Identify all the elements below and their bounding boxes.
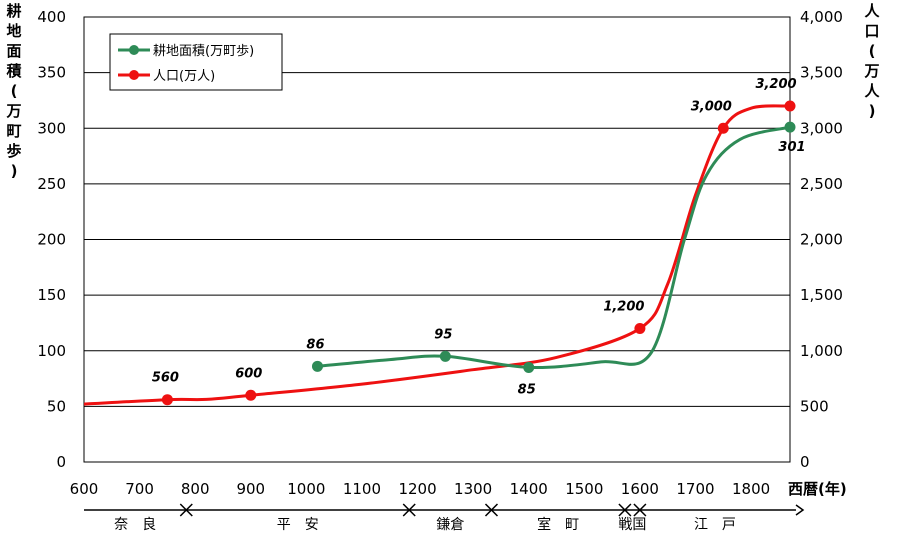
x-tick-label: 1000 — [287, 480, 325, 498]
legend-label-farmland: 耕地面積(万町歩) — [153, 43, 254, 59]
y-left-tick-label: 0 — [56, 453, 66, 471]
y-axis-right: 0 500 1,000 1,500 2,000 2,500 3,000 3,500 4,000 — [800, 8, 843, 471]
axis-title-char: ( — [869, 42, 876, 60]
farmland-data-label: 86 — [306, 337, 324, 352]
population-point — [634, 323, 646, 334]
population-point — [245, 389, 257, 401]
axis-title-char: 積 — [5, 62, 22, 80]
axis-title-char: ( — [11, 82, 18, 100]
era-boundary-mark — [618, 503, 632, 517]
y-right-tick-label: 2,500 — [800, 175, 843, 193]
farmland-data-label: 85 — [518, 382, 536, 397]
y-left-tick-label: 200 — [37, 231, 66, 249]
x-tick-label: 1300 — [454, 480, 492, 498]
y-left-tick-label: 50 — [47, 397, 66, 415]
x-tick-label: 1800 — [732, 480, 770, 498]
y-right-tick-label: 1,500 — [800, 286, 843, 304]
x-tick-label: 1500 — [565, 480, 603, 498]
y-right-tick-label: 3,000 — [800, 119, 843, 137]
grid-lines — [84, 72, 790, 407]
axis-title-char: ) — [11, 162, 18, 180]
axis-title-char: ) — [869, 102, 876, 120]
axis-title-char: 歩 — [6, 142, 21, 160]
x-tick-label: 700 — [125, 480, 154, 498]
axis-title-char: 面 — [6, 42, 21, 60]
x-tick-label: 1700 — [676, 480, 714, 498]
y-right-tick-label: 1,000 — [800, 342, 843, 360]
markers-layer: 86 95 85 301 560 600 1,200 3,000 3,200 — [152, 77, 806, 406]
x-axis: 600 700 800 900 1000 1100 1200 1300 1400 1500 1600… — [70, 480, 771, 498]
population-point — [717, 122, 729, 134]
era-label: 鎌倉 — [436, 517, 464, 533]
era-boundary-mark — [484, 503, 499, 517]
farmland-data-label: 301 — [778, 140, 805, 155]
y-right-tick-label: 2,000 — [800, 231, 843, 249]
population-data-label: 600 — [235, 366, 262, 381]
legend-marker-population — [129, 70, 139, 80]
axis-title-char: 町 — [6, 122, 21, 140]
axis-title-char: 万 — [5, 102, 21, 120]
y-left-tick-label: 250 — [37, 175, 66, 193]
y-left-tick-label: 400 — [37, 8, 66, 26]
era-label: 平 安 — [277, 517, 319, 533]
era-label: 奈 良 — [114, 517, 156, 533]
y-left-tick-label: 350 — [37, 64, 66, 82]
farmland-point — [439, 350, 451, 362]
y-right-tick-label: 3,500 — [800, 64, 843, 82]
x-tick-label: 900 — [236, 480, 265, 498]
y-left-tick-label: 300 — [37, 119, 66, 137]
legend: 耕地面積(万町歩) 人口(万人) — [109, 33, 283, 91]
era-label: 室 町 — [537, 516, 579, 533]
x-tick-label: 600 — [70, 480, 99, 498]
y-left-tick-label: 100 — [37, 342, 66, 360]
y-left-tick-label: 150 — [37, 286, 66, 304]
population-data-label: 3,000 — [691, 99, 732, 114]
x-tick-label: 800 — [181, 480, 210, 498]
y-axis-left-title: 耕地面積 ( 万町歩) — [5, 2, 22, 180]
legend-label-population: 人口(万人) — [153, 69, 215, 84]
population-point — [161, 394, 173, 406]
farmland-point — [311, 360, 323, 372]
axis-title-char: 耕 — [6, 2, 21, 20]
farmland-point — [523, 361, 535, 373]
axis-title-char: 万 — [863, 62, 879, 80]
y-right-tick-label: 4,000 — [800, 8, 843, 26]
axis-title-char: 人 — [864, 2, 880, 20]
farmland-point — [784, 121, 796, 133]
era-label: 江 戸 — [694, 517, 736, 533]
population-line — [84, 104, 790, 406]
population-data-label: 3,200 — [755, 77, 796, 92]
legend-marker-farmland — [129, 45, 139, 55]
population-point — [784, 100, 796, 112]
x-tick-label: 1200 — [398, 480, 436, 498]
era-timeline: 奈 良 平 安 鎌倉 室 町 戦国 江 戸 — [84, 503, 805, 533]
axis-title-char: 口 — [864, 22, 879, 40]
y-axis-right-title: 人口(万人) — [863, 2, 880, 120]
era-label: 戦国 — [618, 517, 646, 533]
farmland-data-label: 95 — [434, 327, 452, 342]
x-tick-label: 1600 — [621, 480, 659, 498]
series-layer — [84, 104, 790, 406]
population-data-label: 560 — [152, 371, 179, 386]
x-tick-label: 1400 — [510, 480, 548, 498]
axis-title-char: 地 — [6, 22, 21, 40]
x-tick-label: 1100 — [343, 480, 381, 498]
era-axis-arrow — [795, 504, 805, 516]
era-boundary-mark — [633, 503, 647, 517]
population-data-label: 1,200 — [603, 300, 644, 315]
y-right-tick-label: 0 — [800, 453, 810, 471]
y-right-tick-label: 500 — [800, 397, 829, 415]
axis-title-char: 人 — [864, 82, 880, 100]
y-axis-left: 0 50 100 150 200 250 300 350 400 — [37, 8, 66, 471]
era-boundary-mark — [179, 503, 193, 517]
farmland-line — [317, 125, 790, 370]
era-boundary-mark — [402, 503, 416, 517]
x-axis-title: 西暦(年) — [788, 480, 847, 498]
